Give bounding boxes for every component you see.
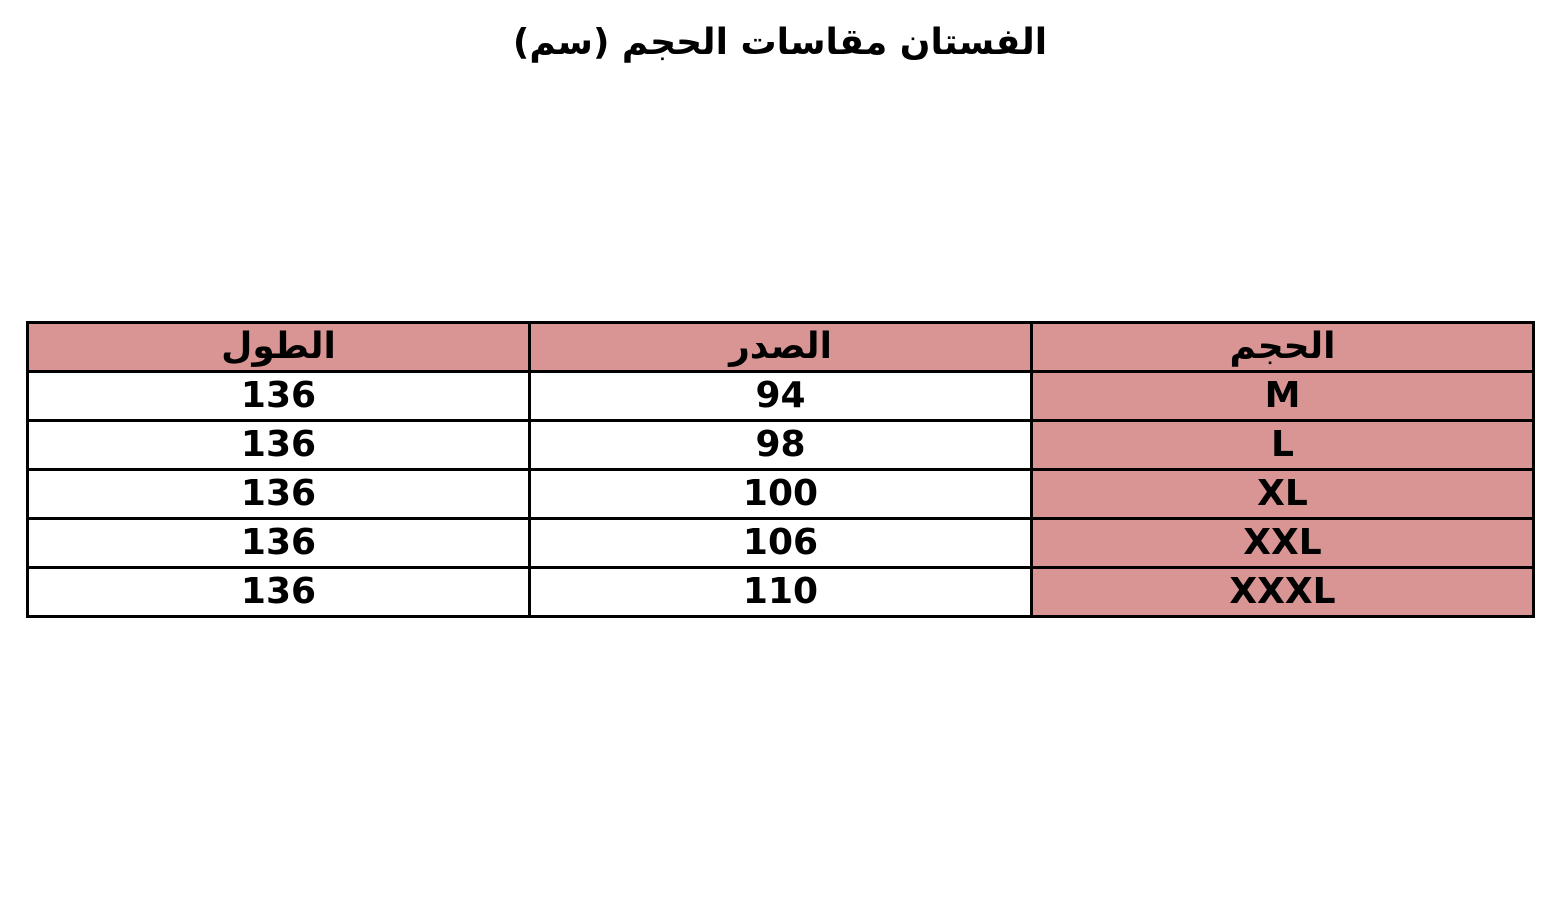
table-row: XXXL 110 136 — [26, 566, 1535, 618]
header-size: الحجم — [1030, 321, 1535, 373]
length-cell: 136 — [26, 566, 531, 618]
size-cell: XL — [1030, 468, 1535, 520]
chest-cell: 106 — [528, 517, 1033, 569]
table-row: M 94 136 — [26, 370, 1535, 422]
chest-cell: 94 — [528, 370, 1033, 422]
size-cell: L — [1030, 419, 1535, 471]
table-row: XXL 106 136 — [26, 517, 1535, 569]
size-table: الحجم الصدر الطول M 94 136 L 98 136 XL 1… — [26, 321, 1535, 618]
length-cell: 136 — [26, 419, 531, 471]
table-row: L 98 136 — [26, 419, 1535, 471]
size-cell: XXXL — [1030, 566, 1535, 618]
length-cell: 136 — [26, 370, 531, 422]
length-cell: 136 — [26, 468, 531, 520]
header-chest: الصدر — [528, 321, 1033, 373]
chest-cell: 110 — [528, 566, 1033, 618]
size-cell: M — [1030, 370, 1535, 422]
table-header-row: الحجم الصدر الطول — [26, 321, 1535, 373]
header-length: الطول — [26, 321, 531, 373]
table-row: XL 100 136 — [26, 468, 1535, 520]
length-cell: 136 — [26, 517, 531, 569]
page-title: الفستان مقاسات الحجم (سم) — [512, 22, 1048, 63]
chest-cell: 100 — [528, 468, 1033, 520]
chest-cell: 98 — [528, 419, 1033, 471]
size-cell: XXL — [1030, 517, 1535, 569]
